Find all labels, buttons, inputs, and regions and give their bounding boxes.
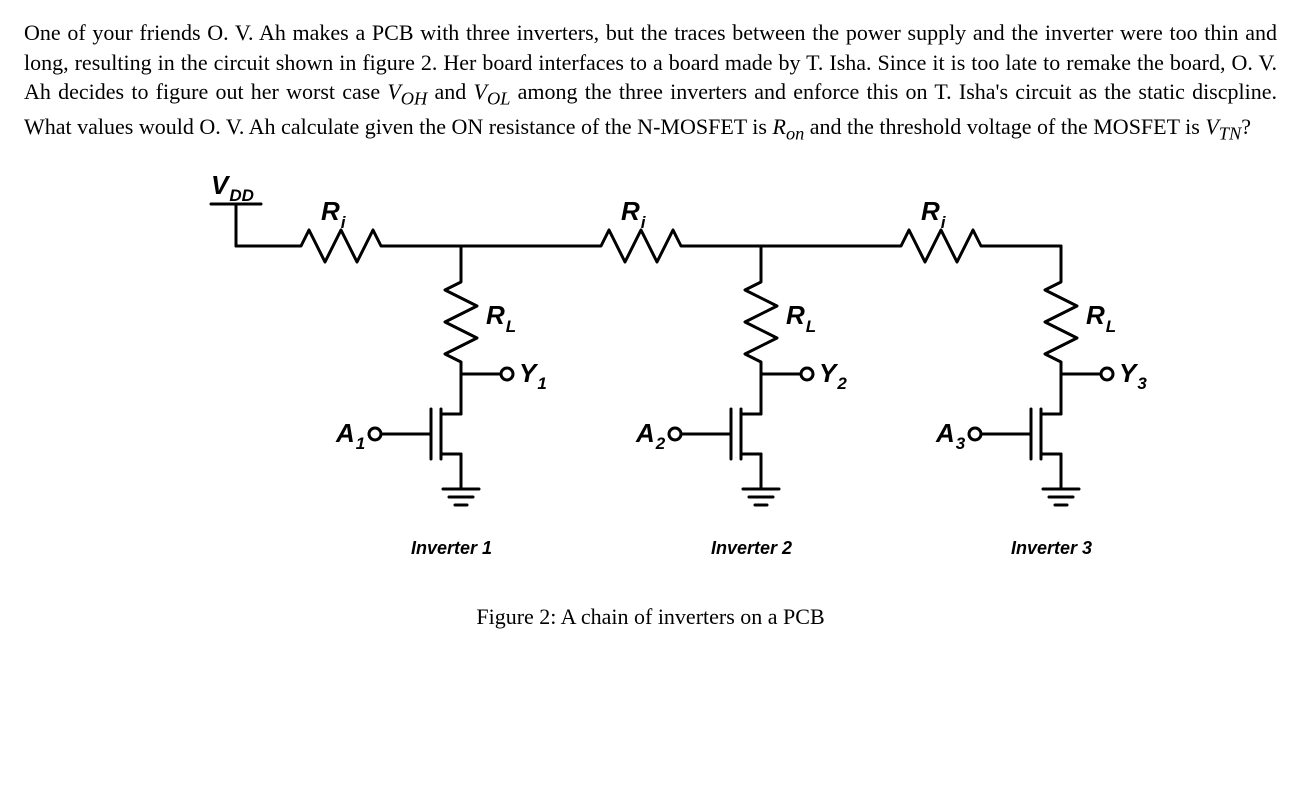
stage-3: Ri RL Y3 A3 Inverter 3 — [881, 196, 1147, 558]
circuit-figure: VDD Ri RL Y1 — [151, 164, 1151, 594]
ri-label-2: Ri — [621, 196, 647, 232]
figure-caption: Figure 2: A chain of inverters on a PCB — [24, 602, 1277, 632]
stage-label-3: Inverter 3 — [1011, 538, 1092, 558]
y-label-2: Y2 — [819, 358, 847, 393]
rl-label-3: RL — [1086, 300, 1116, 336]
a-label-3: A3 — [935, 418, 966, 453]
vdd-label: VDD — [211, 170, 254, 205]
stage-label-2: Inverter 2 — [711, 538, 792, 558]
stage-label-1: Inverter 1 — [411, 538, 492, 558]
stage-2: Ri RL Y2 A2 Inverter 2 — [581, 196, 881, 558]
ri-label-1: Ri — [321, 196, 347, 232]
ri-label-3: Ri — [921, 196, 947, 232]
a-label-1: A1 — [335, 418, 365, 453]
rl-label-2: RL — [786, 300, 816, 336]
problem-text: One of your friends O. V. Ah makes a PCB… — [24, 18, 1277, 146]
rl-label-1: RL — [486, 300, 516, 336]
y-label-3: Y3 — [1119, 358, 1147, 393]
stage-1: Ri RL Y1 A1 — [281, 196, 581, 558]
y-label-1: Y1 — [519, 358, 547, 393]
a-label-2: A2 — [635, 418, 666, 453]
